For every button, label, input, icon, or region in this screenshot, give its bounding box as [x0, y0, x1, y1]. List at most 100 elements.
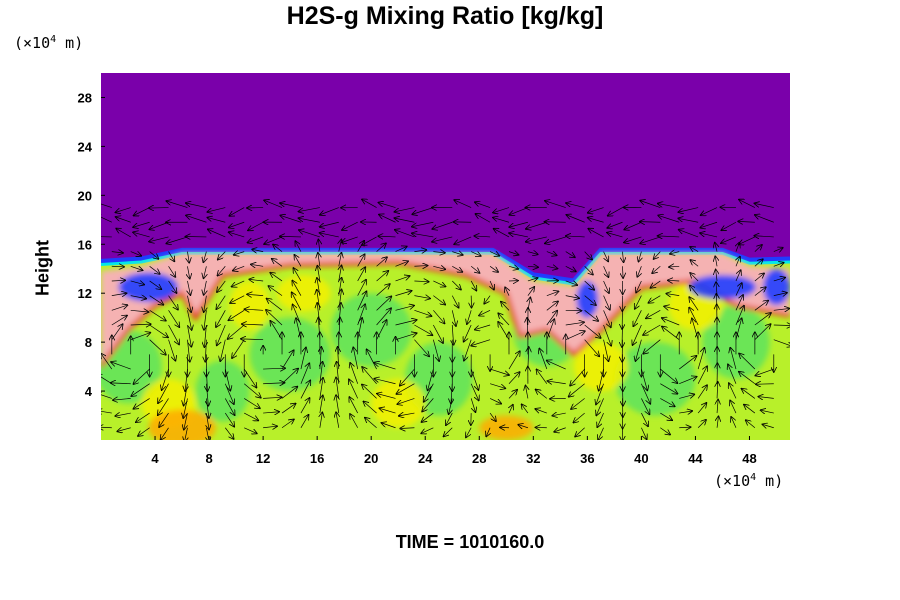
- wind-vector: [349, 380, 359, 399]
- wind-vector: [149, 339, 166, 355]
- wind-vector: [353, 347, 359, 370]
- wind-vector: [374, 363, 396, 370]
- wind-vector: [186, 203, 207, 208]
- wind-vector: [537, 369, 548, 384]
- wind-vector: [130, 296, 146, 299]
- wind-vector: [168, 324, 179, 344]
- wind-vector: [229, 207, 245, 216]
- wind-vector: [101, 215, 112, 223]
- wind-vector: [635, 295, 642, 309]
- wind-vector: [637, 266, 641, 276]
- wind-vector: [735, 270, 741, 282]
- wind-vector: [658, 236, 680, 237]
- wind-vector: [598, 427, 604, 440]
- wind-vector: [422, 398, 434, 411]
- wind-vector: [414, 250, 426, 252]
- wind-vector: [362, 236, 377, 245]
- wind-vector: [735, 318, 742, 340]
- x-tick-label: 40: [634, 451, 648, 466]
- wind-vector: [754, 236, 774, 237]
- x-tick-label: 8: [205, 451, 212, 466]
- wind-vector: [299, 207, 320, 212]
- wind-vector: [399, 413, 415, 416]
- x-tick-label: 4: [151, 451, 159, 466]
- wind-vector: [229, 221, 245, 227]
- wind-vector: [342, 221, 358, 230]
- wind-vector: [224, 412, 234, 426]
- wind-vector: [149, 266, 160, 274]
- wind-vector: [509, 221, 528, 227]
- wind-vector: [397, 398, 415, 404]
- wind-vector: [111, 324, 123, 340]
- wind-vector: [357, 318, 362, 340]
- wind-vector: [689, 297, 699, 311]
- wind-vector: [320, 233, 339, 238]
- wind-vector: [554, 428, 566, 432]
- wind-vector: [643, 339, 661, 354]
- wind-vector: [692, 319, 699, 340]
- wind-vector: [717, 382, 718, 399]
- wind-vector: [744, 405, 756, 414]
- wind-vector: [471, 339, 491, 346]
- wind-vector: [263, 368, 285, 369]
- wind-vector: [584, 266, 593, 274]
- wind-vector: [603, 324, 612, 346]
- wind-vector: [654, 251, 661, 259]
- wind-vector: [679, 427, 690, 428]
- wind-vector: [248, 221, 264, 230]
- wind-vector: [244, 412, 258, 420]
- wind-vector: [225, 427, 233, 439]
- wind-vector: [349, 397, 358, 414]
- wind-vector: [433, 339, 439, 361]
- wind-vector: [494, 229, 510, 238]
- wind-vector: [489, 252, 499, 256]
- wind-vector: [731, 417, 737, 428]
- wind-vector: [320, 207, 339, 215]
- wind-vector: [464, 324, 472, 342]
- wind-vector: [168, 251, 175, 262]
- wind-vector: [584, 339, 599, 357]
- wind-vector: [300, 363, 309, 384]
- wind-vector: [660, 398, 674, 406]
- wind-vector: [486, 427, 490, 437]
- y-tick-label: 4: [85, 384, 93, 399]
- wind-vector: [414, 266, 427, 267]
- x-unit-exponent: 4: [750, 472, 757, 483]
- wind-vector: [421, 427, 434, 434]
- wind-vector: [475, 324, 491, 330]
- wind-vector: [116, 217, 131, 223]
- wind-vector: [159, 412, 169, 427]
- wind-vector: [186, 215, 207, 223]
- wind-vector: [755, 215, 774, 223]
- wind-vector: [111, 362, 131, 370]
- wind-vector: [716, 270, 717, 282]
- wind-vector: [679, 394, 694, 399]
- wind-vector: [452, 324, 453, 345]
- wind-vector: [218, 266, 226, 275]
- wind-vector: [536, 390, 548, 399]
- wind-vector: [535, 409, 547, 413]
- wind-vector: [395, 247, 407, 252]
- wind-vector: [270, 321, 283, 340]
- wind-vector: [116, 207, 131, 213]
- wind-vector: [204, 280, 207, 295]
- wind-vector: [641, 383, 650, 404]
- wind-vector: [622, 266, 623, 278]
- wind-vector: [668, 280, 680, 281]
- wind-vector: [247, 294, 264, 295]
- wind-vector: [168, 280, 177, 293]
- wind-vector: [116, 229, 131, 238]
- wind-vector: [490, 280, 494, 290]
- wind-vector: [220, 339, 226, 361]
- wind-vector: [395, 276, 410, 282]
- wind-vector: [444, 427, 453, 437]
- wind-vector: [320, 362, 323, 384]
- wind-vector: [664, 306, 680, 311]
- wind-vector: [501, 302, 510, 311]
- chart-title: H2S-g Mixing Ratio [kg/kg]: [286, 2, 604, 30]
- wind-vector: [479, 310, 491, 315]
- wind-vector: [342, 236, 358, 243]
- wind-vector: [317, 303, 320, 326]
- wind-vector: [773, 293, 787, 296]
- wind-vector: [735, 295, 743, 311]
